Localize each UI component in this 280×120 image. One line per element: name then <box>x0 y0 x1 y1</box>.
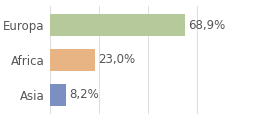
Bar <box>50 84 66 106</box>
Bar <box>50 49 95 71</box>
Bar <box>50 14 185 36</box>
Text: 68,9%: 68,9% <box>188 19 226 32</box>
Text: 23,0%: 23,0% <box>98 54 136 66</box>
Text: 8,2%: 8,2% <box>69 88 99 101</box>
